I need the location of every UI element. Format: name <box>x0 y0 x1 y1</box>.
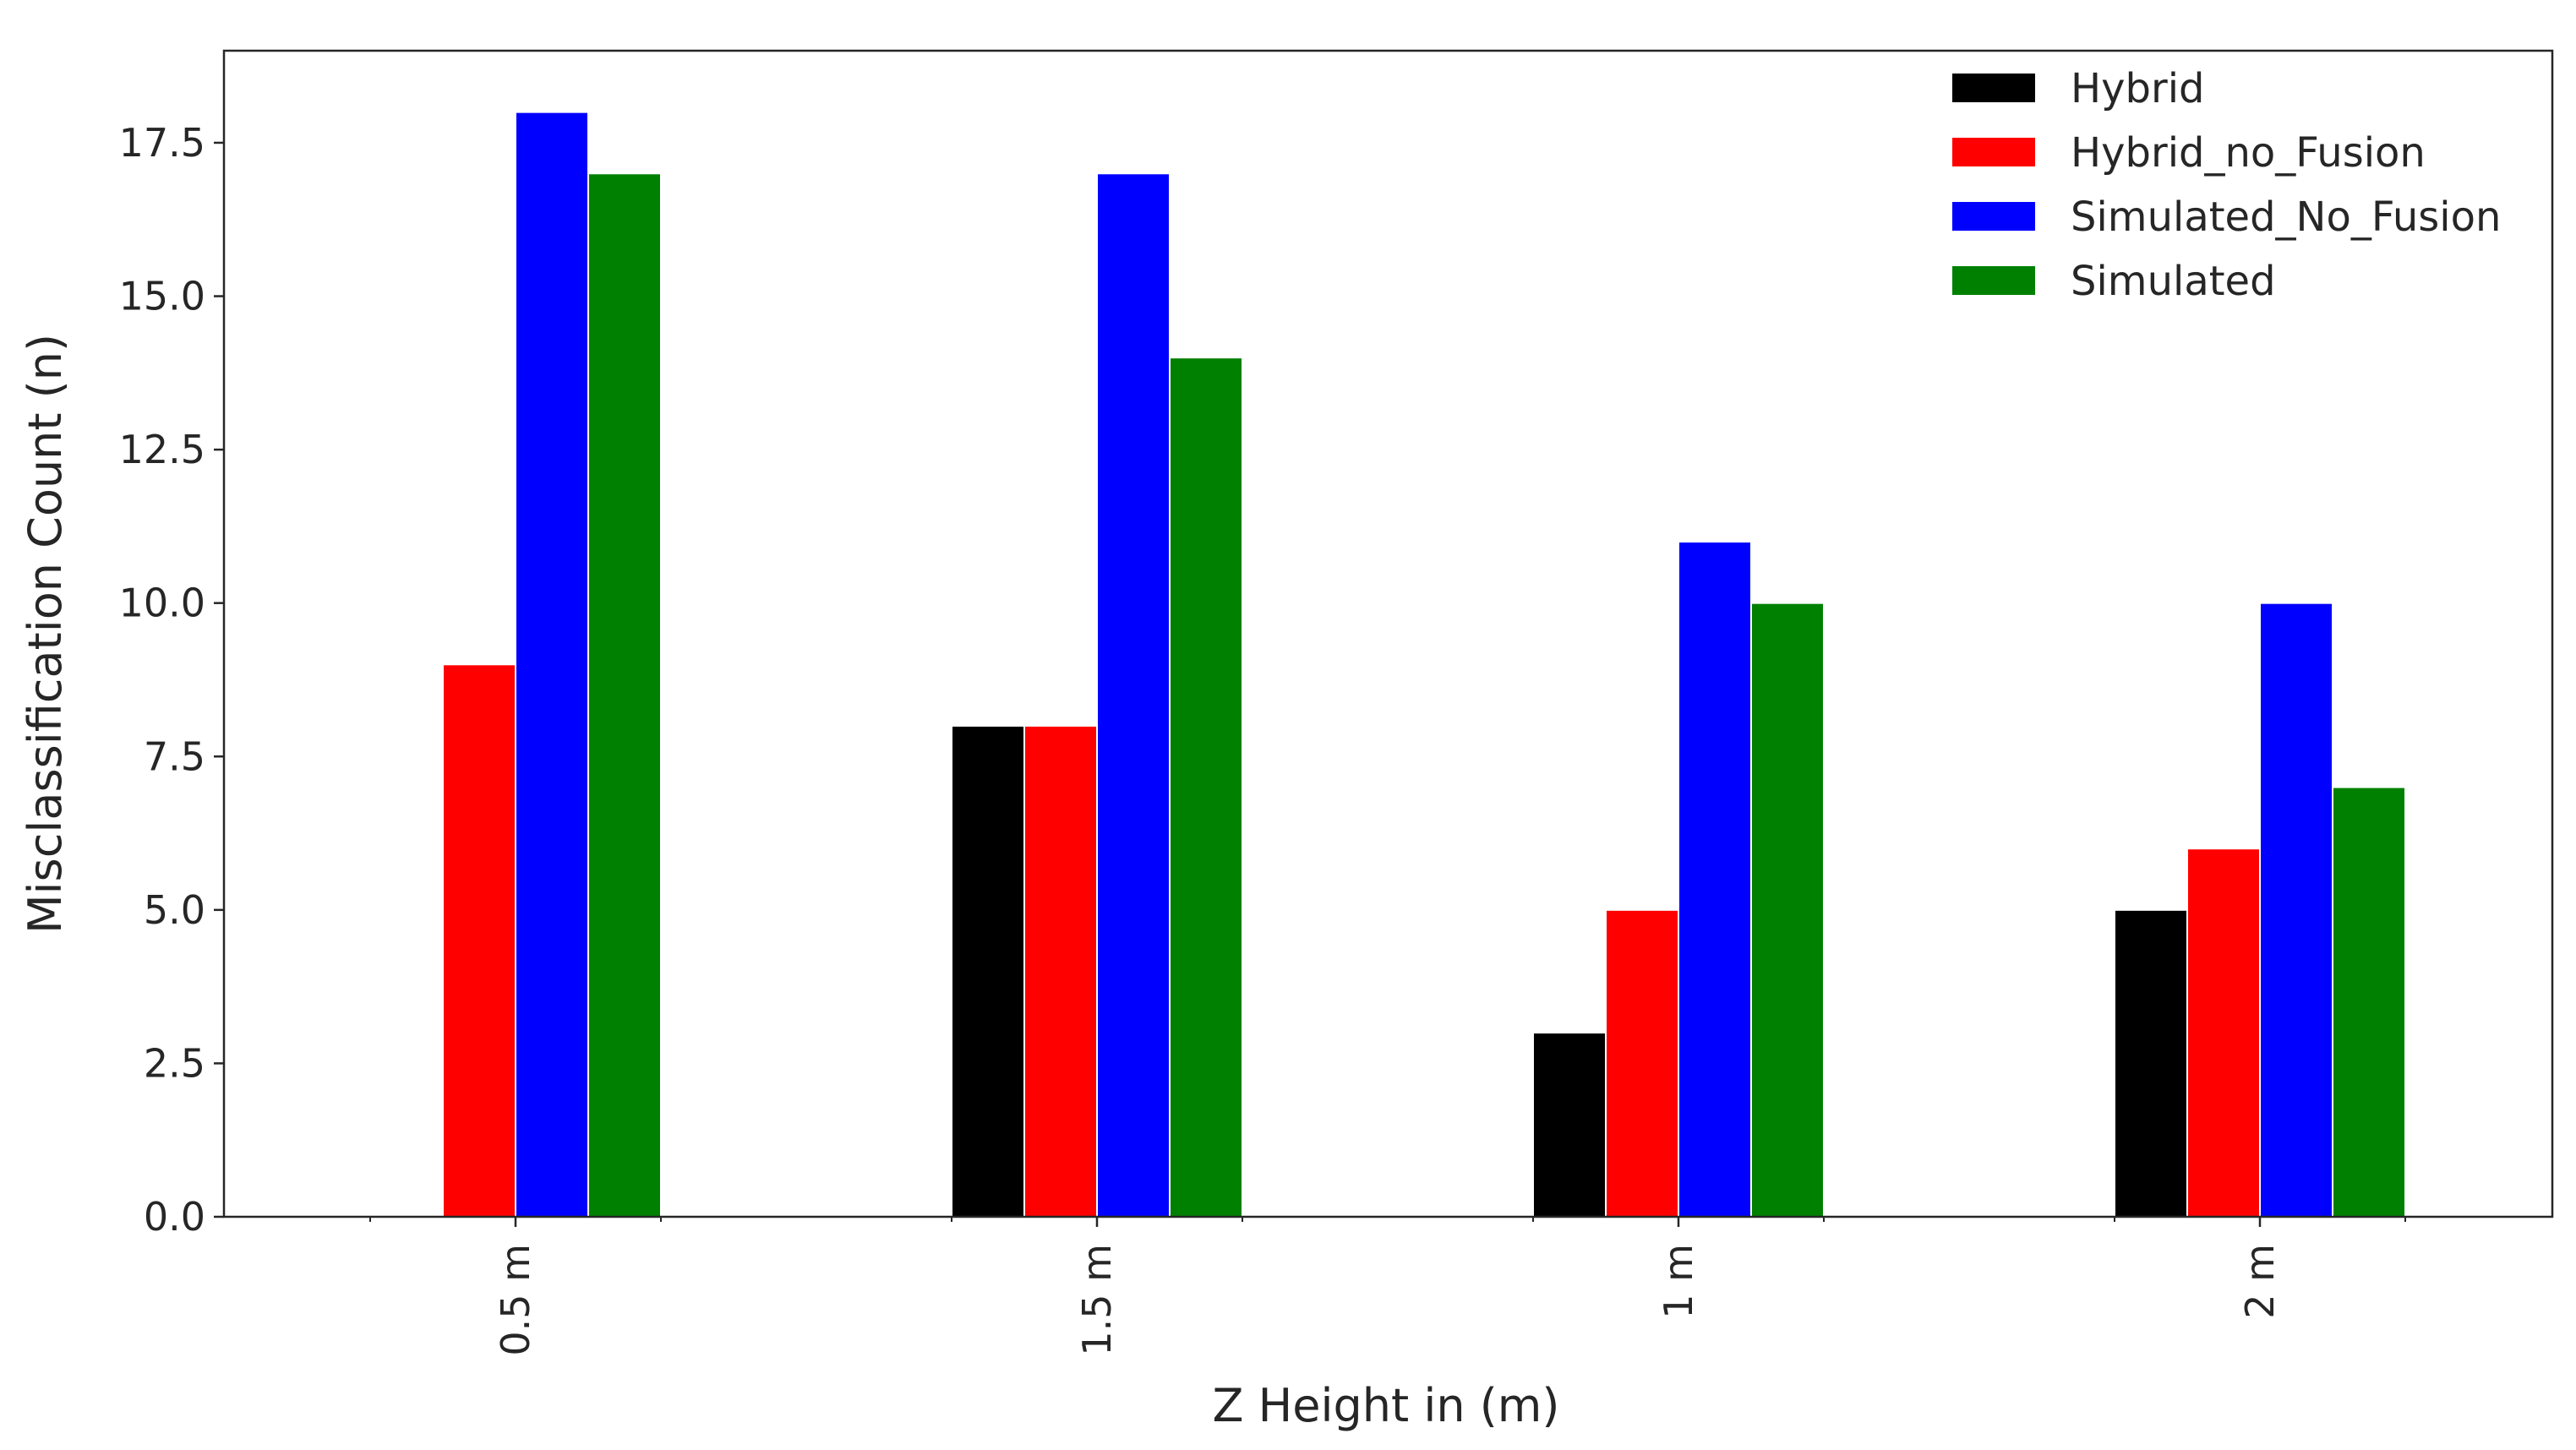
bar-simulated-1 <box>587 172 662 1218</box>
bars-layer <box>442 111 2406 1218</box>
x-tick-label: 2 m <box>2237 1244 2283 1319</box>
legend-swatch-hybrid <box>1952 74 2035 102</box>
y-axis: 0.0 2.5 5.0 7.5 10.0 12.5 15.0 17.5 <box>119 120 224 1240</box>
x-tick-label: 0.5 m <box>493 1244 538 1356</box>
bar-hybrid-4 <box>2114 908 2188 1218</box>
bar-hybrid-2 <box>951 724 1025 1218</box>
x-tick-label: 1 m <box>1656 1244 1701 1319</box>
bar-simulated-no-fusion-4 <box>2259 602 2333 1218</box>
bar-simulated-3 <box>1750 602 1825 1218</box>
bar-simulated-2 <box>1169 357 1243 1218</box>
x-axis: 0.5 m 1.5 m 1 m 2 m <box>369 1217 2406 1356</box>
y-axis-label: Misclassification Count (n) <box>19 334 72 934</box>
legend-label: Hybrid_no_Fusion <box>2071 129 2426 177</box>
bar-simulated-no-fusion-2 <box>1096 172 1171 1218</box>
y-tick-label: 17.5 <box>119 120 205 166</box>
y-tick-label: 5.0 <box>144 887 205 933</box>
legend: Hybrid Hybrid_no_Fusion Simulated_No_Fusio… <box>1952 65 2501 305</box>
legend-label: Hybrid <box>2071 65 2205 112</box>
bar-hybrid-no-fusion-4 <box>2186 848 2261 1218</box>
plot-frame <box>222 49 2554 1218</box>
y-tick-label: 0.0 <box>144 1194 205 1240</box>
bar-hybrid-no-fusion-1 <box>442 663 516 1218</box>
y-tick-label: 7.5 <box>144 733 205 779</box>
bar-simulated-4 <box>2332 786 2406 1218</box>
y-tick-label: 15.0 <box>119 274 205 319</box>
legend-label: Simulated_No_Fusion <box>2071 194 2501 241</box>
x-axis-label: Z Height in (m) <box>1213 1379 1560 1432</box>
bar-hybrid-3 <box>1532 1032 1607 1218</box>
legend-swatch-hybrid-no-fusion <box>1952 138 2035 166</box>
y-tick-label: 12.5 <box>119 427 205 472</box>
legend-swatch-simulated <box>1952 266 2035 295</box>
legend-swatch-simulated-no-fusion <box>1952 202 2035 231</box>
x-tick-label: 1.5 m <box>1074 1244 1120 1356</box>
bar-hybrid-no-fusion-3 <box>1605 908 1679 1218</box>
bar-simulated-no-fusion-1 <box>515 111 589 1218</box>
bar-simulated-no-fusion-3 <box>1678 541 1752 1218</box>
y-tick-label: 2.5 <box>144 1040 205 1086</box>
y-tick-label: 10.0 <box>119 581 205 626</box>
bar-hybrid-no-fusion-2 <box>1023 724 1098 1218</box>
legend-label: Simulated <box>2071 258 2276 305</box>
